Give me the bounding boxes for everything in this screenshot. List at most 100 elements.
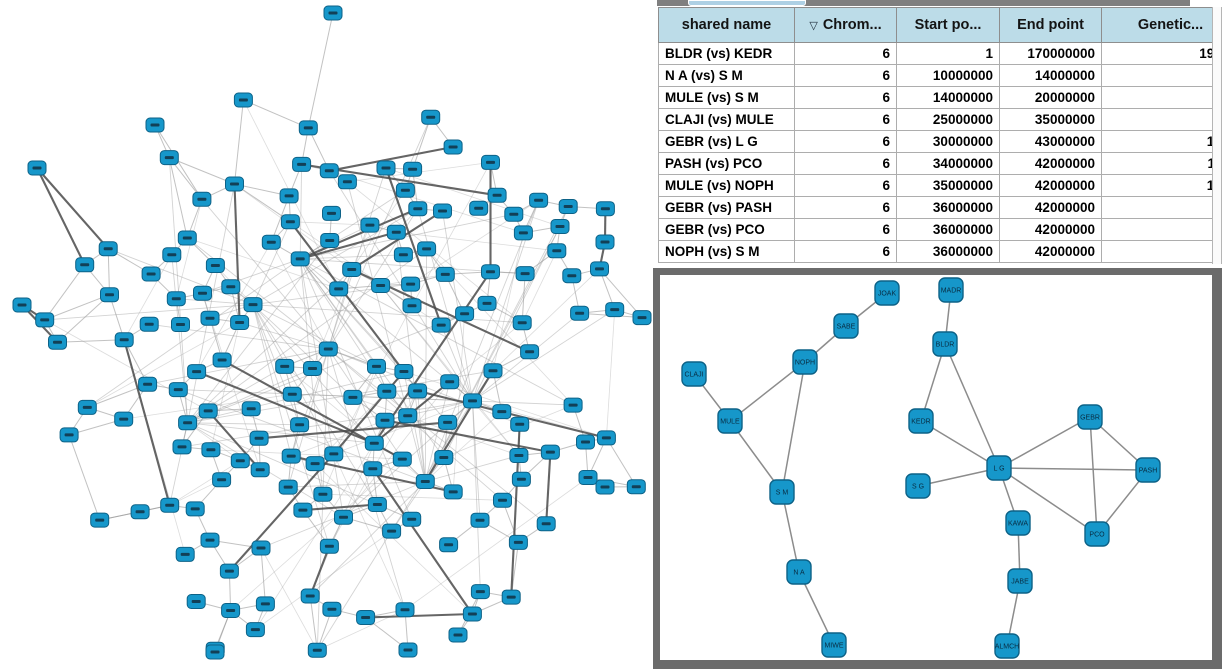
graph-node[interactable]: [290, 417, 310, 433]
cell-genetic-distance[interactable]: 7.5: [1101, 86, 1222, 109]
graph-node[interactable]: [562, 268, 582, 284]
graph-node[interactable]: [12, 297, 32, 313]
graph-node[interactable]: [225, 176, 244, 192]
graph-node[interactable]: [558, 199, 578, 214]
graph-node[interactable]: [363, 461, 383, 477]
graph-node[interactable]: [230, 315, 250, 330]
cell-chromosome[interactable]: 6: [794, 42, 897, 65]
graph-node[interactable]: [595, 479, 615, 495]
graph-node[interactable]: [322, 205, 341, 221]
cell-end-point[interactable]: 42000000: [999, 152, 1102, 175]
graph-node[interactable]: [313, 486, 333, 502]
cell-start-position[interactable]: 30000000: [896, 130, 1000, 153]
cell-shared-name[interactable]: GEBR (vs) PASH: [658, 196, 795, 219]
graph-node[interactable]: [415, 474, 435, 489]
graph-node[interactable]: [520, 344, 540, 360]
cell-start-position[interactable]: 14000000: [896, 86, 1000, 109]
cell-end-point[interactable]: 42000000: [999, 196, 1102, 219]
graph-node[interactable]: [434, 450, 454, 465]
cell-shared-name[interactable]: GEBR (vs) L G: [658, 130, 795, 153]
graph-node[interactable]: [360, 217, 380, 233]
table-row[interactable]: CLAJI (vs) MULE625000000350000005.9: [658, 108, 1222, 131]
graph-node[interactable]: [98, 241, 118, 257]
network-node-claji[interactable]: CLAJI: [681, 361, 707, 387]
graph-node[interactable]: [481, 154, 500, 170]
graph-node[interactable]: [324, 446, 344, 462]
graph-node[interactable]: [251, 540, 271, 556]
table-row[interactable]: GEBR (vs) L G6300000004300000016.9: [658, 130, 1222, 153]
graph-node[interactable]: [279, 188, 299, 204]
graph-node[interactable]: [329, 281, 349, 297]
graph-node[interactable]: [278, 479, 298, 495]
cell-genetic-distance[interactable]: 6.6: [1101, 64, 1222, 87]
graph-node[interactable]: [319, 538, 339, 554]
graph-node[interactable]: [139, 316, 159, 332]
graph-node[interactable]: [481, 264, 500, 280]
cell-start-position[interactable]: 1: [896, 42, 1000, 65]
graph-node[interactable]: [250, 462, 270, 478]
table-row[interactable]: NOPH (vs) S M636000000420000009.9: [658, 240, 1222, 263]
graph-node[interactable]: [364, 435, 384, 451]
graph-node[interactable]: [255, 596, 275, 612]
graph-node[interactable]: [249, 430, 269, 446]
graph-node[interactable]: [563, 397, 583, 413]
table-row[interactable]: MULE (vs) S M614000000200000007.5: [658, 86, 1222, 109]
network-node-almch[interactable]: ALMCH: [994, 633, 1020, 659]
graph-node[interactable]: [292, 156, 312, 172]
network-node-l-g[interactable]: L G: [986, 455, 1012, 481]
graph-node[interactable]: [356, 610, 376, 625]
graph-node[interactable]: [59, 427, 79, 443]
graph-node[interactable]: [493, 492, 512, 508]
graph-node[interactable]: [303, 361, 322, 376]
graph-node[interactable]: [376, 160, 396, 176]
graph-node[interactable]: [371, 278, 391, 293]
graph-node[interactable]: [342, 262, 362, 277]
graph-node[interactable]: [462, 606, 482, 622]
graph-node[interactable]: [576, 434, 595, 450]
cell-shared-name[interactable]: CLAJI (vs) MULE: [658, 108, 795, 131]
network-node-bldr[interactable]: BLDR: [932, 331, 958, 357]
graph-node[interactable]: [570, 305, 590, 321]
cell-end-point[interactable]: 42000000: [999, 240, 1102, 263]
cell-chromosome[interactable]: 6: [794, 64, 897, 87]
graph-node[interactable]: [375, 412, 395, 428]
graph-node[interactable]: [550, 219, 570, 234]
graph-node[interactable]: [632, 310, 652, 326]
graph-node[interactable]: [504, 206, 524, 222]
graph-node[interactable]: [440, 374, 460, 390]
graph-node[interactable]: [605, 302, 625, 318]
table-row[interactable]: BLDR (vs) KEDR61170000000192.0: [658, 42, 1222, 65]
graph-node[interactable]: [547, 243, 567, 259]
cell-start-position[interactable]: 10000000: [896, 64, 1000, 87]
graph-node[interactable]: [241, 401, 261, 417]
graph-node[interactable]: [281, 448, 301, 464]
graph-node[interactable]: [513, 225, 533, 241]
graph-node[interactable]: [443, 484, 463, 500]
network-node-kawa[interactable]: KAWA: [1005, 510, 1031, 536]
graph-node[interactable]: [192, 191, 212, 207]
graph-node[interactable]: [443, 139, 463, 155]
column-header-start-position[interactable]: Start po...: [896, 7, 1000, 43]
graph-node[interactable]: [511, 471, 531, 487]
graph-node[interactable]: [469, 200, 489, 216]
graph-node[interactable]: [212, 352, 232, 368]
cell-genetic-distance[interactable]: 5.9: [1101, 108, 1222, 131]
graph-node[interactable]: [114, 411, 134, 427]
graph-node[interactable]: [318, 341, 338, 357]
graph-node[interactable]: [508, 534, 528, 550]
graph-node[interactable]: [395, 602, 415, 618]
scrollbar-thumb[interactable]: [688, 0, 806, 6]
graph-node[interactable]: [305, 456, 325, 472]
graph-node[interactable]: [540, 444, 560, 460]
graph-node[interactable]: [393, 247, 413, 263]
graph-node[interactable]: [578, 470, 598, 485]
graph-node[interactable]: [221, 279, 241, 295]
cell-shared-name[interactable]: GEBR (vs) PCO: [658, 218, 795, 241]
cell-genetic-distance[interactable]: 8.4: [1101, 218, 1222, 241]
graph-node[interactable]: [175, 546, 195, 562]
graph-node[interactable]: [145, 117, 165, 133]
graph-node[interactable]: [398, 408, 418, 424]
cell-end-point[interactable]: 14000000: [999, 64, 1102, 87]
graph-node[interactable]: [455, 306, 475, 322]
graph-node[interactable]: [501, 589, 521, 605]
